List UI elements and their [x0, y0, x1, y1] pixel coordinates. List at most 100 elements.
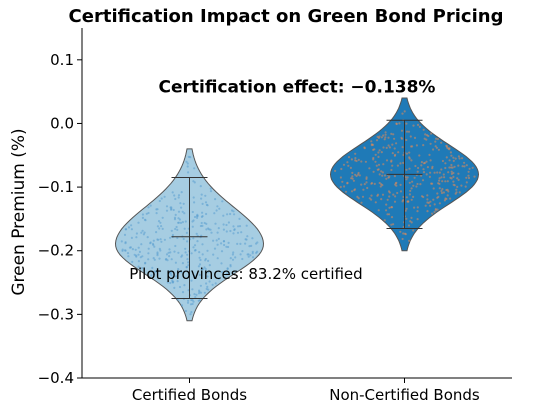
data-point — [237, 225, 240, 228]
data-point — [347, 164, 350, 167]
data-point — [171, 279, 174, 282]
data-point — [457, 172, 460, 175]
data-point — [442, 191, 445, 194]
data-point — [192, 300, 195, 303]
data-point — [467, 170, 470, 173]
data-point — [175, 275, 178, 278]
data-point — [186, 165, 189, 168]
data-point — [410, 187, 413, 190]
data-point — [381, 174, 384, 177]
data-point — [377, 209, 380, 212]
data-point — [398, 122, 401, 125]
data-point — [156, 208, 159, 211]
data-point — [351, 171, 354, 174]
data-point — [167, 270, 170, 273]
data-point — [412, 195, 415, 198]
data-point — [387, 144, 390, 147]
data-point — [425, 138, 428, 141]
data-point — [205, 212, 208, 216]
data-point — [191, 288, 194, 291]
data-point — [393, 200, 397, 203]
data-point — [421, 179, 425, 182]
data-point — [422, 128, 425, 131]
data-point — [354, 157, 357, 160]
data-point — [424, 204, 427, 207]
data-point — [200, 197, 203, 200]
data-point — [465, 176, 468, 179]
data-point — [152, 273, 156, 276]
data-point — [218, 207, 221, 210]
data-point — [396, 164, 399, 167]
data-point — [434, 145, 437, 148]
data-point — [401, 146, 404, 149]
data-point — [180, 271, 183, 274]
data-point — [433, 203, 436, 206]
data-point — [393, 175, 396, 178]
data-point — [408, 156, 411, 159]
data-point — [193, 244, 197, 247]
data-point — [225, 230, 228, 233]
data-point — [448, 159, 451, 162]
data-point — [416, 170, 419, 173]
data-point — [420, 195, 424, 198]
data-point — [197, 265, 200, 268]
data-point — [226, 267, 229, 270]
data-point — [141, 213, 144, 216]
data-point — [461, 157, 464, 160]
data-point — [407, 224, 411, 227]
data-point — [404, 209, 407, 212]
data-point — [410, 145, 413, 148]
data-point — [193, 274, 196, 277]
data-point — [153, 270, 156, 273]
data-point — [444, 162, 447, 165]
data-point — [438, 179, 441, 182]
data-point — [401, 112, 404, 115]
data-point — [364, 160, 367, 163]
data-point — [229, 229, 232, 233]
data-point — [454, 157, 457, 160]
certification-effect-annotation: Certification effect: −0.138% — [159, 78, 436, 98]
data-point — [120, 240, 123, 243]
data-point — [376, 135, 379, 138]
data-point — [210, 231, 213, 234]
data-point — [368, 167, 371, 170]
data-point — [193, 167, 196, 170]
data-point — [409, 220, 412, 223]
data-point — [358, 174, 361, 177]
data-point — [212, 239, 215, 242]
data-point — [458, 157, 461, 160]
data-point — [406, 176, 409, 179]
data-point — [380, 151, 383, 154]
data-point — [201, 202, 204, 205]
data-point — [349, 166, 352, 169]
data-point — [249, 254, 252, 257]
data-point — [232, 232, 235, 235]
data-point — [187, 264, 190, 267]
data-point — [159, 221, 162, 224]
data-point — [467, 176, 471, 180]
data-point — [176, 236, 179, 239]
data-point — [158, 227, 161, 230]
data-point — [171, 276, 174, 279]
data-point — [410, 159, 413, 162]
data-point — [370, 182, 373, 185]
data-point — [181, 262, 184, 265]
data-point — [245, 224, 248, 227]
data-point — [190, 252, 193, 255]
data-point — [236, 242, 239, 245]
data-point — [194, 296, 197, 299]
data-point — [440, 141, 443, 144]
data-point — [402, 161, 405, 164]
data-point — [147, 252, 150, 255]
data-point — [378, 149, 381, 152]
data-point — [411, 180, 414, 183]
data-point — [457, 178, 460, 181]
data-point — [416, 206, 419, 209]
data-point — [429, 204, 432, 207]
chart-title: Certification Impact on Green Bond Prici… — [69, 6, 504, 27]
data-point — [157, 238, 160, 241]
data-point — [385, 159, 389, 162]
data-point — [453, 184, 456, 187]
data-point — [363, 147, 366, 150]
data-point — [169, 281, 172, 285]
